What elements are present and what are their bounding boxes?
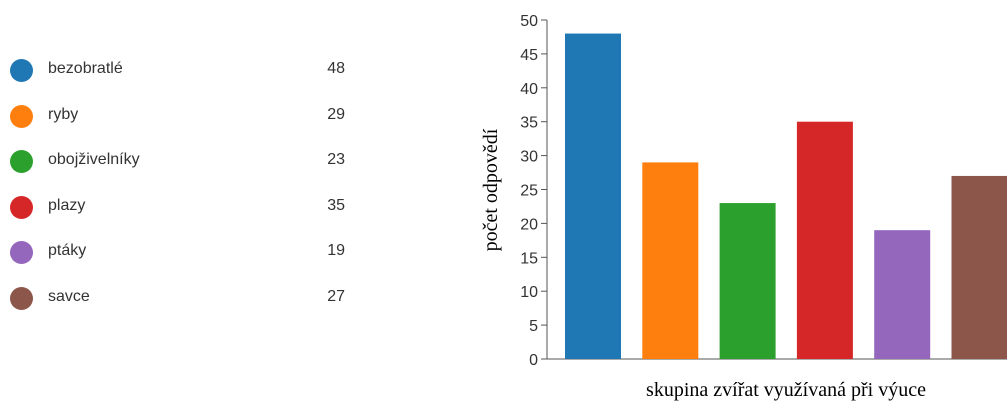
bar-4 — [796, 121, 853, 359]
legend-item: plazy 35 — [10, 189, 360, 235]
bar-2 — [642, 162, 699, 359]
y-tick-label: 45 — [520, 47, 538, 64]
y-tick-label: 50 — [520, 13, 538, 30]
legend-count: 27 — [327, 287, 345, 305]
y-tick-label: 5 — [529, 318, 538, 335]
bar-1 — [565, 33, 621, 360]
y-tick-label: 10 — [520, 284, 538, 301]
y-tick-label: 35 — [520, 115, 538, 132]
legend-label: bezobratlé — [48, 60, 123, 77]
y-axis: 0 5 10 15 20 25 30 35 40 45 50 — [520, 13, 1007, 369]
legend-count: 23 — [327, 151, 345, 168]
legend-count: 19 — [327, 242, 345, 259]
legend-item: ptáky 19 — [10, 234, 360, 280]
legend-label: savce — [48, 287, 90, 305]
legend-count: 48 — [327, 60, 345, 77]
legend: bezobratlé 48 ryby 29 obojživelníky 23 p… — [10, 52, 360, 325]
legend-label: obojživelníky — [48, 151, 140, 168]
legend-item: ryby 29 — [10, 98, 360, 144]
legend-dot — [10, 241, 33, 264]
legend-count: 35 — [327, 196, 345, 214]
x-axis-label: skupina zvířat využívaná při výuce — [646, 379, 926, 401]
y-tick-label: 0 — [529, 352, 538, 369]
legend-label: ptáky — [48, 242, 87, 259]
legend-dot — [10, 104, 33, 128]
y-tick-label: 15 — [520, 250, 538, 267]
y-tick-label: 25 — [520, 183, 538, 200]
legend-dot — [10, 150, 33, 173]
bar-3 — [719, 203, 776, 359]
y-tick-label: 30 — [520, 149, 538, 166]
legend-item: bezobratlé 48 — [10, 52, 360, 98]
y-tick-label: 40 — [520, 81, 538, 98]
legend-dot — [10, 195, 33, 219]
legend-label: ryby — [48, 105, 79, 123]
legend-label: plazy — [48, 196, 86, 214]
y-tick-label: 20 — [520, 216, 538, 233]
legend-item: obojživelníky 23 — [10, 143, 360, 189]
bar-5 — [874, 230, 931, 359]
legend-item: savce 27 — [10, 280, 360, 326]
legend-dot — [10, 286, 33, 310]
legend-dot — [10, 59, 33, 82]
legend-count: 29 — [327, 105, 345, 123]
y-axis-label: počet odpovědí — [480, 128, 502, 251]
bars — [565, 33, 1007, 360]
bar-6 — [951, 175, 1007, 359]
